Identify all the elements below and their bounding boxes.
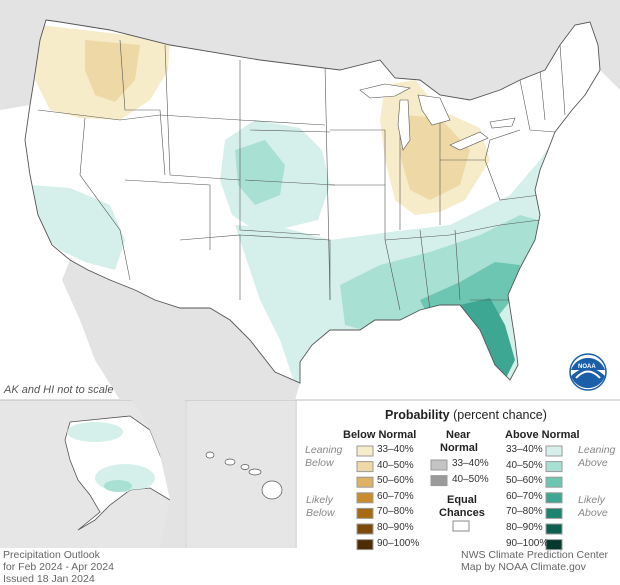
above-swatch <box>545 445 563 457</box>
footer-issued: Issued 18 Jan 2024 <box>3 573 95 585</box>
near-label: 33–40% <box>452 458 489 469</box>
above-60-70-florida <box>460 298 515 380</box>
above-label: 80–90% <box>506 522 543 533</box>
probability-shading <box>30 25 600 383</box>
below-swatch <box>356 461 374 473</box>
above-label: 50–60% <box>506 475 543 487</box>
below-swatch <box>356 523 374 535</box>
near-normal-header-1: Near <box>446 429 471 441</box>
mexico-land <box>62 260 300 400</box>
equal-chances-label-1: Equal <box>447 494 477 506</box>
above-swatch <box>545 523 563 535</box>
below-40-50-northwest <box>85 40 140 102</box>
above-label: 90–100% <box>506 537 549 549</box>
below-label: 50–60% <box>377 475 414 487</box>
below-swatch <box>356 492 374 504</box>
below-swatch <box>356 445 374 457</box>
below-swatch <box>356 507 374 519</box>
below-label: 33–40% <box>377 444 414 455</box>
below-swatch <box>356 539 374 551</box>
legend-above-swatches <box>545 445 563 551</box>
near-normal-header-2: Normal <box>440 442 478 454</box>
hawaii-map <box>205 451 283 500</box>
near-swatch <box>430 475 448 487</box>
below-label: 90–100% <box>377 537 420 549</box>
canada-land <box>0 0 620 110</box>
above-label: 70–80% <box>506 506 543 518</box>
below-label: 70–80% <box>377 506 414 518</box>
near-swatch <box>430 459 448 471</box>
above-swatch <box>545 507 563 519</box>
below-label: 40–50% <box>377 459 414 471</box>
footer-left: Precipitation Outlook for Feb 2024 - Apr… <box>3 549 114 585</box>
legend-near-swatches <box>430 459 448 487</box>
footer-title: Precipitation Outlook <box>3 549 100 561</box>
below-swatch <box>356 476 374 488</box>
above-swatch <box>545 461 563 473</box>
hawaii-panel <box>187 400 295 548</box>
not-to-scale-note: AK and HI not to scale <box>4 384 114 396</box>
above-leaning-california <box>30 185 125 270</box>
equal-chances-label-2: Chances <box>439 507 485 519</box>
legend-title: Probability (percent chance) <box>385 408 547 422</box>
below-40-50-ohio-valley <box>400 115 470 200</box>
above-label: 60–70% <box>506 490 543 502</box>
below-label: 80–90% <box>377 522 414 533</box>
great-lakes <box>359 83 516 151</box>
leaning-above-label: Leaning Above <box>578 444 616 469</box>
leaning-below-label: Leaning Below <box>305 444 343 469</box>
alaska-map <box>64 400 185 548</box>
below-label: 60–70% <box>377 490 414 502</box>
above-swatch <box>545 476 563 488</box>
below-normal-header: Below Normal <box>343 429 417 441</box>
footer-period: for Feb 2024 - Apr 2024 <box>3 561 114 573</box>
above-40-50-central-plains <box>235 140 285 205</box>
noaa-logo <box>569 353 607 391</box>
above-swatch <box>545 492 563 504</box>
noaa-logo-text: NOAA <box>578 364 596 370</box>
footer-credit-map: Map by NOAA Climate.gov <box>461 561 586 573</box>
likely-below-label: Likely Below <box>306 494 335 519</box>
likely-above-label: Likely Above <box>578 494 608 519</box>
above-label: 40–50% <box>506 459 543 471</box>
state-borders <box>37 39 566 311</box>
above-swatch <box>545 539 563 551</box>
legend-below-swatches <box>356 445 374 551</box>
above-label: 33–40% <box>506 444 543 455</box>
above-normal-header: Above Normal <box>505 429 580 441</box>
near-label: 40–50% <box>452 473 489 485</box>
footer-right: NWS Climate Prediction Center Map by NOA… <box>461 549 608 573</box>
above-leaning-south-east <box>235 110 600 383</box>
equal-chances-swatch <box>452 520 470 532</box>
footer-credit-nws: NWS Climate Prediction Center <box>461 549 609 561</box>
